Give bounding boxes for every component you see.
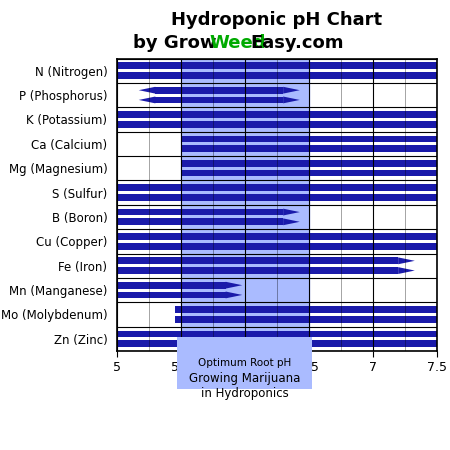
- Polygon shape: [283, 96, 300, 104]
- Polygon shape: [398, 257, 415, 264]
- Bar: [117, 330, 436, 338]
- Text: Growing Marijuana
in Hydroponics: Growing Marijuana in Hydroponics: [189, 372, 301, 400]
- Polygon shape: [283, 87, 300, 94]
- Text: Weed: Weed: [210, 34, 266, 52]
- Bar: [181, 135, 436, 142]
- Bar: [117, 111, 436, 118]
- Polygon shape: [100, 218, 117, 225]
- Bar: [117, 267, 398, 274]
- Text: Hydroponic pH Chart: Hydroponic pH Chart: [171, 11, 382, 29]
- Bar: [117, 233, 436, 240]
- Polygon shape: [100, 282, 117, 288]
- Polygon shape: [100, 267, 117, 274]
- Bar: [117, 121, 436, 128]
- Bar: [175, 316, 436, 323]
- Polygon shape: [100, 257, 117, 264]
- Polygon shape: [100, 209, 117, 216]
- Bar: [117, 218, 283, 225]
- Bar: [117, 72, 436, 79]
- Bar: [117, 282, 225, 288]
- Bar: [117, 243, 436, 250]
- Text: Optimum Root pH: Optimum Root pH: [198, 358, 292, 368]
- Polygon shape: [225, 282, 242, 288]
- Bar: [117, 340, 436, 347]
- Bar: [155, 87, 283, 94]
- Polygon shape: [100, 292, 117, 298]
- Bar: [181, 160, 436, 167]
- Bar: [117, 63, 436, 69]
- Text: Easy.com: Easy.com: [250, 34, 344, 52]
- Polygon shape: [283, 218, 300, 225]
- Bar: [117, 292, 225, 298]
- Bar: [117, 194, 436, 201]
- Polygon shape: [139, 87, 155, 94]
- Bar: [175, 306, 436, 313]
- Bar: [117, 209, 283, 216]
- Polygon shape: [139, 96, 155, 104]
- Bar: [155, 97, 283, 104]
- Polygon shape: [283, 209, 300, 216]
- Text: by Grow: by Grow: [133, 34, 216, 52]
- Bar: [181, 170, 436, 176]
- Bar: [181, 58, 309, 351]
- Bar: [181, 145, 436, 152]
- Bar: [117, 184, 436, 191]
- Polygon shape: [225, 292, 242, 298]
- Polygon shape: [398, 267, 415, 274]
- Bar: [117, 257, 398, 264]
